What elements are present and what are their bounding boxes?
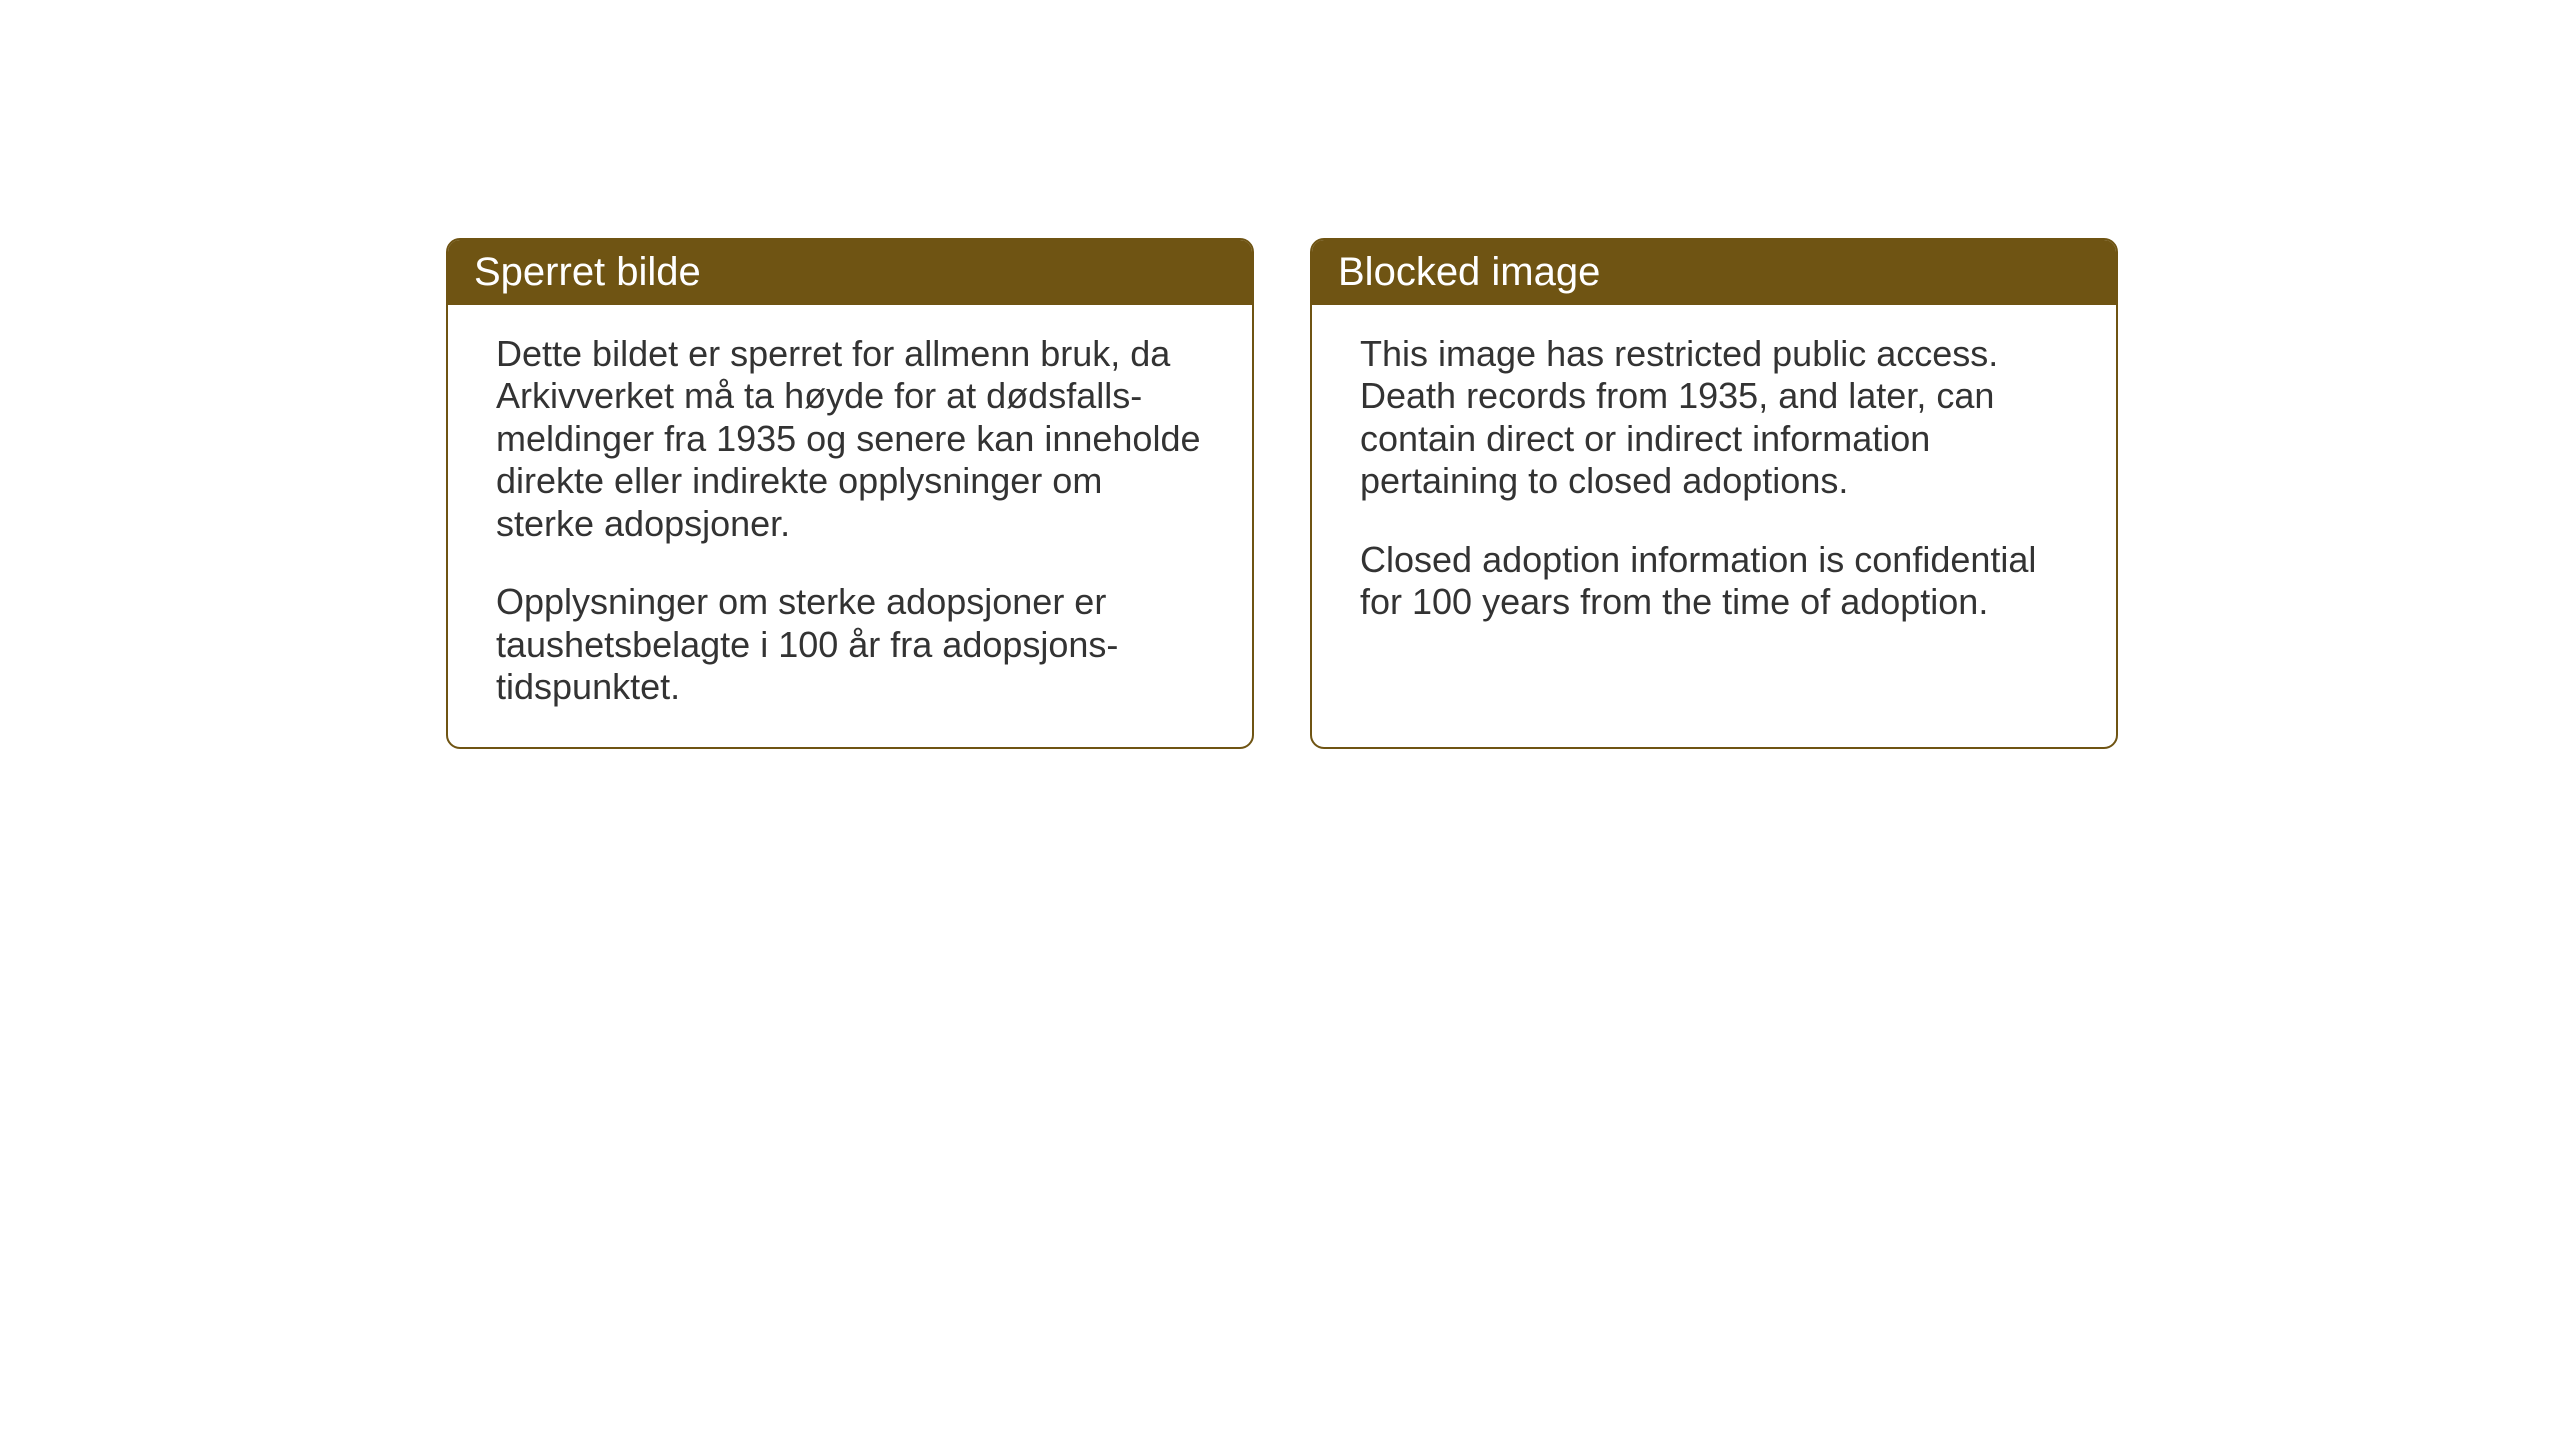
norwegian-paragraph-1: Dette bildet er sperret for allmenn bruk… bbox=[496, 333, 1204, 545]
cards-container: Sperret bilde Dette bildet er sperret fo… bbox=[446, 238, 2118, 749]
norwegian-card-header: Sperret bilde bbox=[448, 240, 1252, 305]
english-card: Blocked image This image has restricted … bbox=[1310, 238, 2118, 749]
norwegian-card-title: Sperret bilde bbox=[474, 250, 701, 294]
english-paragraph-1: This image has restricted public access.… bbox=[1360, 333, 2068, 503]
english-card-header: Blocked image bbox=[1312, 240, 2116, 305]
english-paragraph-2: Closed adoption information is confident… bbox=[1360, 539, 2068, 624]
norwegian-paragraph-2: Opplysninger om sterke adopsjoner er tau… bbox=[496, 581, 1204, 708]
norwegian-card: Sperret bilde Dette bildet er sperret fo… bbox=[446, 238, 1254, 749]
english-card-title: Blocked image bbox=[1338, 250, 1600, 294]
norwegian-card-body: Dette bildet er sperret for allmenn bruk… bbox=[448, 305, 1252, 747]
english-card-body: This image has restricted public access.… bbox=[1312, 305, 2116, 662]
